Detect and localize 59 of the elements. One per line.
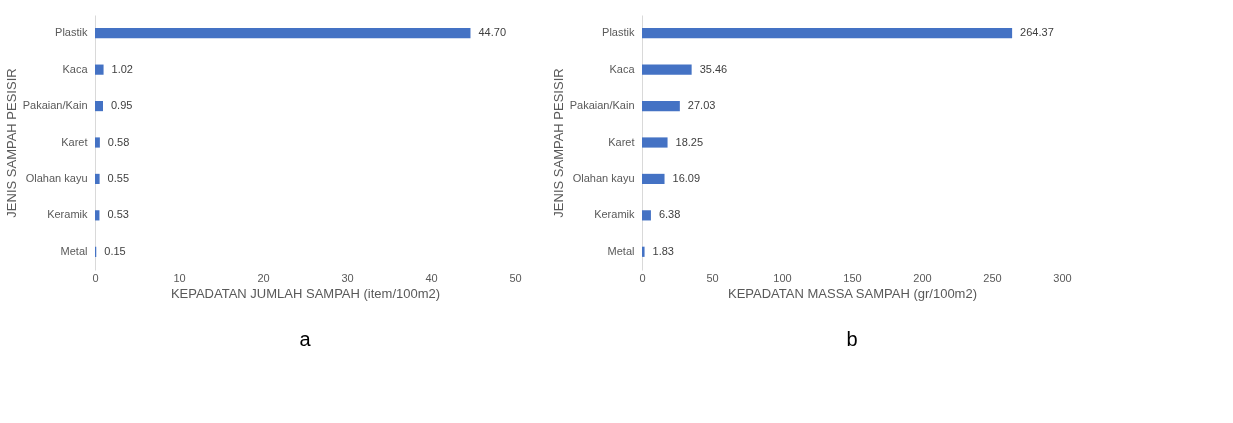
data-label: 44.70 (478, 26, 507, 39)
x-tick-label: 30 (341, 271, 354, 284)
data-label: 18.25 (675, 135, 704, 148)
bar (95, 64, 104, 75)
y-tick-label: Plastik (55, 26, 88, 39)
y-tick-label: Kaca (62, 62, 89, 75)
x-axis-title: KEPADATAN JUMLAH SAMPAH (item/100m2) (170, 285, 441, 301)
y-tick-label: Pakaian/Kain (569, 99, 635, 112)
data-label: 1.83 (652, 244, 674, 257)
bar (95, 173, 100, 185)
x-tick-label: 150 (843, 271, 862, 284)
x-tick-label: 10 (173, 271, 186, 284)
x-tick-label: 300 (1053, 271, 1072, 284)
y-tick-label: Metal (607, 244, 635, 257)
bar (642, 137, 668, 148)
x-axis-title: KEPADATAN MASSA SAMPAH (gr/100m2) (728, 285, 977, 301)
x-tick-label: 50 (706, 271, 719, 284)
data-label: 0.55 (107, 171, 130, 184)
data-label: 16.09 (672, 171, 701, 184)
bar (95, 100, 103, 112)
y-tick-label: Plastik (602, 26, 635, 39)
data-label: 0.95 (110, 99, 133, 112)
y-tick-label: Karet (61, 135, 88, 148)
bar (642, 64, 692, 75)
data-label: 0.58 (107, 135, 130, 148)
x-tick-label: 250 (983, 271, 1002, 284)
y-tick-label: Keramik (594, 208, 635, 221)
y-tick-label: Keramik (47, 208, 88, 221)
data-label: 264.37 (1020, 26, 1054, 39)
data-label: 27.03 (687, 99, 716, 112)
bar (642, 210, 651, 221)
bar (642, 100, 680, 112)
y-tick-label: Olahan kayu (572, 171, 635, 184)
x-tick-label: 0 (92, 271, 99, 284)
x-tick-label: 200 (913, 271, 932, 284)
x-tick-label: 50 (509, 271, 522, 284)
y-tick-label: Olahan kayu (25, 171, 88, 184)
data-label: 35.46 (699, 62, 728, 75)
bar (642, 246, 645, 257)
y-tick-label: Kaca (609, 62, 636, 75)
y-tick-label: Karet (608, 135, 635, 148)
data-label: 1.02 (111, 62, 133, 75)
data-label: 0.53 (107, 208, 129, 221)
y-axis-title: JENIS SAMPAH PESISIR (3, 68, 19, 218)
text: a (299, 328, 312, 350)
bar (642, 28, 1013, 39)
text: b (846, 328, 858, 350)
bar (642, 173, 665, 185)
x-tick-label: 100 (773, 271, 792, 284)
data-label: 6.38 (658, 208, 681, 221)
x-tick-label: 40 (425, 271, 438, 284)
y-axis-title: JENIS SAMPAH PESISIR (550, 68, 566, 218)
x-tick-label: 0 (639, 271, 646, 284)
bar (95, 137, 100, 148)
bar (95, 28, 471, 39)
y-tick-label: Pakaian/Kain (22, 99, 88, 112)
y-tick-label: Metal (60, 244, 88, 257)
x-tick-label: 20 (257, 271, 270, 284)
data-label: 0.15 (104, 244, 126, 257)
